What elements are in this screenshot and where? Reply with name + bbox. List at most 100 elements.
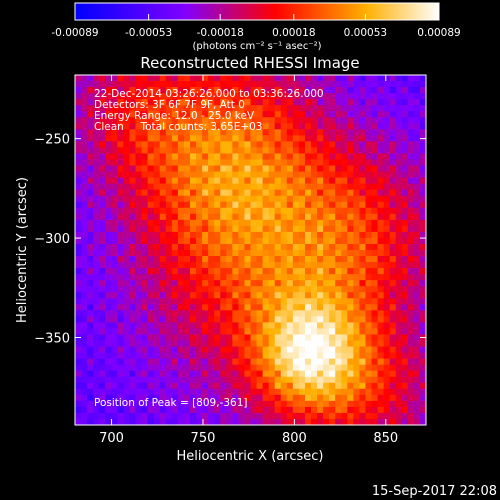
heatmap-cell	[329, 189, 336, 197]
heatmap-cell	[81, 87, 88, 94]
heatmap-cell	[117, 250, 124, 257]
heatmap-cell	[123, 346, 130, 353]
heatmap-cell	[304, 165, 312, 172]
heatmap-cell	[256, 135, 263, 142]
heatmap-cell	[81, 388, 88, 396]
heatmap-cell	[123, 376, 130, 384]
heatmap-cell	[153, 225, 161, 233]
heatmap-cell	[202, 207, 209, 215]
heatmap-cell	[323, 165, 330, 172]
heatmap-cell	[311, 382, 318, 390]
heatmap-cell	[401, 153, 409, 160]
heatmap-cell	[341, 382, 348, 390]
heatmap-cell	[99, 105, 106, 112]
heatmap-cell	[395, 165, 403, 172]
heatmap-cell	[256, 400, 263, 408]
heatmap-cell	[419, 352, 427, 360]
heatmap-cell	[177, 141, 185, 148]
heatmap-cell	[256, 262, 263, 269]
heatmap-cell	[304, 147, 312, 154]
heatmap-cell	[117, 231, 124, 239]
heatmap-cell	[202, 111, 209, 118]
heatmap-cell	[81, 304, 88, 311]
heatmap-cell	[256, 153, 263, 160]
heatmap-cell	[220, 207, 227, 215]
heatmap-cell	[141, 117, 149, 124]
heatmap-cell	[183, 75, 191, 82]
heatmap-cell	[87, 171, 94, 178]
heatmap-cell	[105, 274, 112, 281]
heatmap-cell	[75, 340, 82, 347]
heatmap-cell	[196, 147, 203, 154]
heatmap-cell	[177, 243, 185, 251]
heatmap-cell	[81, 394, 88, 402]
heatmap-cell	[208, 117, 215, 124]
heatmap-cell	[335, 364, 342, 372]
colorbar: -0.00089 -0.00053 -0.00018 0.00018 0.00053 0.…	[51, 2, 461, 52]
heatmap-cell	[298, 243, 306, 251]
heatmap-cell	[389, 322, 397, 329]
heatmap-cell	[413, 153, 421, 160]
heatmap-cell	[274, 268, 282, 275]
heatmap-cell	[413, 376, 421, 384]
heatmap-cell	[177, 231, 185, 239]
heatmap-cell	[401, 225, 409, 233]
heatmap-cell	[105, 286, 112, 293]
heatmap-cell	[413, 256, 421, 263]
heatmap-cell	[202, 370, 209, 378]
heatmap-cell	[232, 376, 239, 384]
heatmap-cell	[274, 75, 282, 82]
heatmap-cell	[220, 81, 227, 88]
heatmap-cell	[413, 382, 421, 390]
heatmap-cell	[304, 394, 312, 402]
heatmap-cell	[341, 334, 348, 341]
heatmap-cell	[353, 225, 360, 233]
heatmap-cell	[347, 189, 354, 197]
heatmap-cell	[244, 322, 251, 329]
heatmap-cell	[389, 159, 397, 166]
heatmap-cell	[177, 322, 185, 329]
heatmap-cell	[87, 111, 94, 118]
heatmap-cell	[347, 99, 354, 106]
heatmap-cell	[365, 231, 372, 239]
heatmap-cell	[407, 165, 415, 172]
heatmap-cell	[256, 243, 263, 251]
heatmap-cell	[220, 298, 227, 305]
heatmap-cell	[153, 117, 161, 124]
heatmap-cell	[280, 111, 288, 118]
heatmap-cell	[183, 316, 191, 323]
heatmap-cell	[250, 298, 257, 305]
heatmap-cell	[371, 322, 378, 329]
heatmap-cell	[335, 388, 342, 396]
heatmap-cell	[165, 400, 173, 408]
heatmap-cell	[214, 171, 221, 178]
heatmap-cell	[298, 189, 306, 197]
heatmap-cell	[371, 123, 378, 130]
heatmap-cell	[389, 129, 397, 136]
heatmap-cell	[323, 322, 330, 329]
heatmap-cell	[413, 418, 421, 426]
heatmap-cell	[268, 81, 276, 88]
heatmap-cell	[196, 153, 203, 160]
heatmap-cell	[371, 298, 378, 305]
heatmap-cell	[123, 388, 130, 396]
heatmap-cell	[159, 105, 167, 112]
heatmap-cell	[183, 262, 191, 269]
heatmap-cell	[395, 274, 403, 281]
heatmap-cell	[419, 243, 427, 251]
heatmap-cell	[183, 201, 191, 209]
heatmap-cell	[202, 105, 209, 112]
heatmap-cell	[117, 256, 124, 263]
heatmap-cell	[413, 123, 421, 130]
heatmap-cell	[183, 117, 191, 124]
heatmap-cell	[383, 207, 391, 215]
heatmap-cell	[304, 219, 312, 227]
heatmap-cell	[359, 195, 366, 203]
heatmap-cell	[153, 346, 161, 353]
heatmap-cell	[413, 231, 421, 239]
heatmap-cell	[317, 135, 324, 142]
heatmap-cell	[171, 382, 179, 390]
heatmap-cell	[196, 129, 203, 136]
heatmap-cell	[214, 418, 221, 426]
heatmap-cell	[123, 394, 130, 402]
